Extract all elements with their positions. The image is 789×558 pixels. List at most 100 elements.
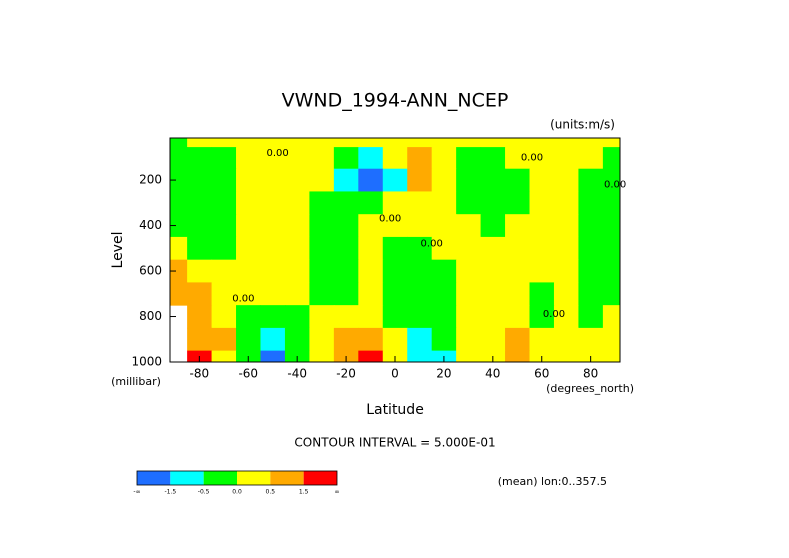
y-axis-units: (millibar) xyxy=(111,375,161,388)
contour-cell xyxy=(187,282,213,306)
contour-cell xyxy=(260,282,286,306)
contour-cell xyxy=(187,236,213,261)
contour-cell xyxy=(578,259,604,283)
contour-cell xyxy=(553,214,579,238)
field xyxy=(170,138,621,363)
contour-cell xyxy=(431,327,457,352)
contour-cell xyxy=(236,168,261,192)
contour-cell xyxy=(480,236,506,261)
contour-cell xyxy=(407,236,433,261)
contour-cell xyxy=(333,236,359,261)
contour-cell xyxy=(505,350,531,363)
contour-cell xyxy=(553,259,579,283)
contour-cell xyxy=(358,259,384,283)
contour-cell xyxy=(431,236,457,261)
contour-cell xyxy=(284,168,310,192)
contour-cell xyxy=(358,147,384,170)
contour-cell xyxy=(211,259,237,283)
x-tick-label: -60 xyxy=(238,367,258,381)
contour-cell xyxy=(333,214,359,238)
colorbar-swatch xyxy=(137,471,171,485)
contour-cell xyxy=(602,327,621,352)
contour-cell xyxy=(358,236,384,261)
contour-cell xyxy=(170,214,188,238)
contour-cell xyxy=(553,168,579,192)
contour-cell xyxy=(529,327,555,352)
contour-cell xyxy=(431,168,457,192)
colorbar-label: 0.5 xyxy=(266,489,276,496)
contour-cell xyxy=(480,147,506,170)
contour-cell xyxy=(187,191,213,215)
contour-cell xyxy=(407,168,433,192)
contour-cell xyxy=(211,327,237,352)
x-axis-units: (degrees_north) xyxy=(546,382,634,395)
contour-cell xyxy=(480,259,506,283)
contour-label: 0.00 xyxy=(604,180,626,191)
contour-label: 0.00 xyxy=(379,214,401,225)
contour-cell xyxy=(260,168,286,192)
contour-cell xyxy=(578,236,604,261)
colorbar-swatch xyxy=(237,471,271,485)
contour-cell xyxy=(382,168,408,192)
colorbar-swatch xyxy=(170,471,204,485)
contour-cell xyxy=(284,236,310,261)
contour-cell xyxy=(358,191,384,215)
contour-cell xyxy=(431,138,457,148)
contour-cell xyxy=(529,191,555,215)
contour-cell xyxy=(187,147,213,170)
contour-cell xyxy=(456,191,482,215)
contour-cell xyxy=(170,191,188,215)
contour-cell xyxy=(505,282,531,306)
contour-cell xyxy=(309,168,335,192)
contour-cell xyxy=(578,147,604,170)
contour-label: 0.00 xyxy=(266,148,288,159)
contour-cell xyxy=(480,138,506,148)
contour-cell xyxy=(236,191,261,215)
contour-cell xyxy=(578,138,604,148)
contour-cell xyxy=(553,327,579,352)
contour-cell xyxy=(284,305,310,329)
contour-cell xyxy=(358,305,384,329)
contour-cell xyxy=(333,138,359,148)
contour-cell xyxy=(260,350,286,363)
contour-cell xyxy=(358,282,384,306)
contour-cell xyxy=(170,236,188,261)
contour-cell xyxy=(333,147,359,170)
contour-cell xyxy=(309,191,335,215)
contour-cell xyxy=(382,138,408,148)
x-tick-label: 20 xyxy=(436,367,451,381)
contour-cell xyxy=(309,236,335,261)
contour-cell xyxy=(456,147,482,170)
y-tick-label: 200 xyxy=(139,173,162,187)
contour-cell xyxy=(505,327,531,352)
contour-label: 0.00 xyxy=(232,293,254,304)
contour-cell xyxy=(553,236,579,261)
contour-cell xyxy=(553,350,579,363)
contour-label: 0.00 xyxy=(521,152,543,163)
contour-cell xyxy=(602,282,621,306)
contour-cell xyxy=(309,147,335,170)
contour-cell xyxy=(382,327,408,352)
contour-cell xyxy=(211,138,237,148)
contour-cell xyxy=(602,305,621,329)
contour-cell xyxy=(529,214,555,238)
contour-cell xyxy=(505,214,531,238)
contour-cell xyxy=(529,259,555,283)
contour-cell xyxy=(529,147,555,170)
contour-cell xyxy=(382,236,408,261)
contour-cell xyxy=(407,350,433,363)
contour-cell xyxy=(236,259,261,283)
contour-cell xyxy=(505,259,531,283)
contour-cell xyxy=(431,214,457,238)
contour-cell xyxy=(309,350,335,363)
contour-cell xyxy=(505,191,531,215)
contour-cell xyxy=(431,259,457,283)
contour-cell xyxy=(284,138,310,148)
contour-cell xyxy=(456,168,482,192)
contour-cell xyxy=(358,327,384,352)
contour-cell xyxy=(505,236,531,261)
contour-cell xyxy=(456,138,482,148)
contour-cell xyxy=(553,138,579,148)
contour-cell xyxy=(333,191,359,215)
contour-cell xyxy=(236,282,261,306)
